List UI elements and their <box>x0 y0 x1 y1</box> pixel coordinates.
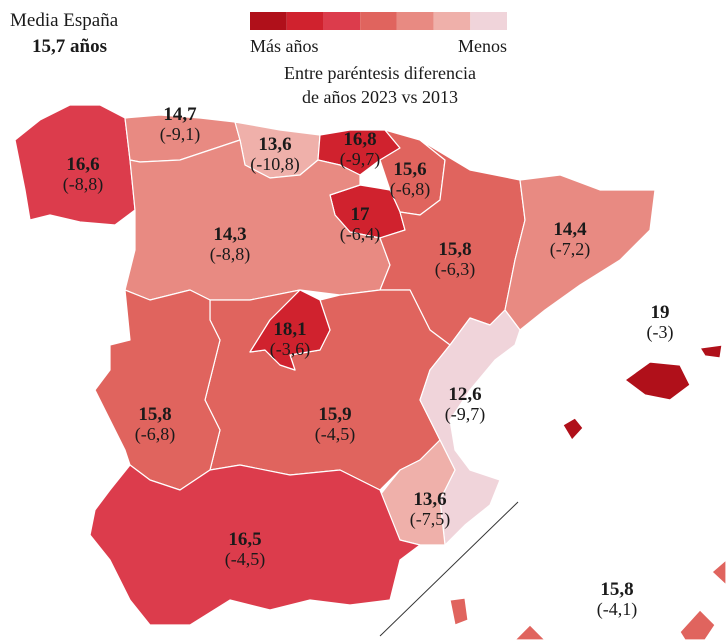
region <box>504 174 656 331</box>
regions <box>14 104 726 640</box>
legend-note: de años 2023 vs 2013 <box>302 87 458 107</box>
legend-high: Más años <box>250 36 319 56</box>
region <box>14 104 136 226</box>
region-value: 19 <box>651 302 670 323</box>
region <box>249 289 331 371</box>
legend-swatch <box>286 12 324 30</box>
region <box>89 464 421 626</box>
region <box>562 417 584 441</box>
legend-note: Entre paréntesis diferencia <box>284 63 476 83</box>
region-difference: (-9,7) <box>340 149 380 170</box>
region-value: 12,6 <box>448 384 481 405</box>
header-title: Media España <box>10 10 119 31</box>
region-difference: (-9,1) <box>160 124 200 145</box>
region-value: 16,5 <box>228 529 261 550</box>
region-value: 15,8 <box>438 239 471 260</box>
region-value: 18,1 <box>273 319 306 340</box>
legend-low: Menos <box>458 36 507 56</box>
region-value: 14,3 <box>213 224 246 245</box>
region <box>94 289 221 491</box>
legend-swatch <box>360 12 397 30</box>
region-difference: (-10,8) <box>250 154 299 175</box>
labels: 16,6(-8,8)14,7(-9,1) 13,6(-10,8)16,8(-9,7… <box>63 104 674 620</box>
region-difference: (-6,4) <box>340 224 380 245</box>
region-difference: (-8,8) <box>210 244 250 265</box>
region-value: 13,6 <box>258 134 291 155</box>
region-difference: (-9,7) <box>445 404 485 425</box>
region-difference: (-3) <box>647 322 674 343</box>
region-value: 15,6 <box>393 159 426 180</box>
region-difference: (-4,5) <box>225 549 265 570</box>
region-value: 17 <box>351 204 371 225</box>
region-difference: (-8,8) <box>63 174 103 195</box>
region-value: 14,7 <box>163 104 197 125</box>
legend-swatch <box>470 12 507 30</box>
separator <box>379 501 519 637</box>
region-value: 14,4 <box>553 219 587 240</box>
region-value: 15,8 <box>600 579 633 600</box>
region-value: 16,8 <box>343 129 376 150</box>
region <box>514 624 546 640</box>
region-difference: (-6,8) <box>390 179 430 200</box>
region <box>624 361 691 401</box>
region <box>419 309 521 546</box>
legend: Más años Menos Entre paréntesis diferenc… <box>250 12 507 107</box>
region-difference: (-3,6) <box>270 339 310 360</box>
region-value: 15,8 <box>138 404 171 425</box>
region <box>449 597 469 626</box>
region-value: 15,9 <box>318 404 351 425</box>
header: Media España 15,7 años <box>10 10 119 57</box>
region <box>204 289 451 491</box>
region-difference: (-7,5) <box>410 509 450 530</box>
region-value: 13,6 <box>413 489 446 510</box>
region-difference: (-4,5) <box>315 424 355 445</box>
region-difference: (-4,1) <box>597 599 637 620</box>
region <box>379 439 456 546</box>
region <box>711 559 726 586</box>
legend-swatch <box>396 12 434 30</box>
region <box>699 344 723 359</box>
legend-swatch <box>250 12 287 30</box>
region-difference: (-7,2) <box>550 239 590 260</box>
region-value: 16,6 <box>66 154 99 175</box>
header-value: 15,7 años <box>32 36 107 57</box>
region <box>679 609 716 640</box>
region-difference: (-6,8) <box>135 424 175 445</box>
region-difference: (-6,3) <box>435 259 475 280</box>
legend-swatch <box>433 12 471 30</box>
legend-swatch <box>323 12 361 30</box>
